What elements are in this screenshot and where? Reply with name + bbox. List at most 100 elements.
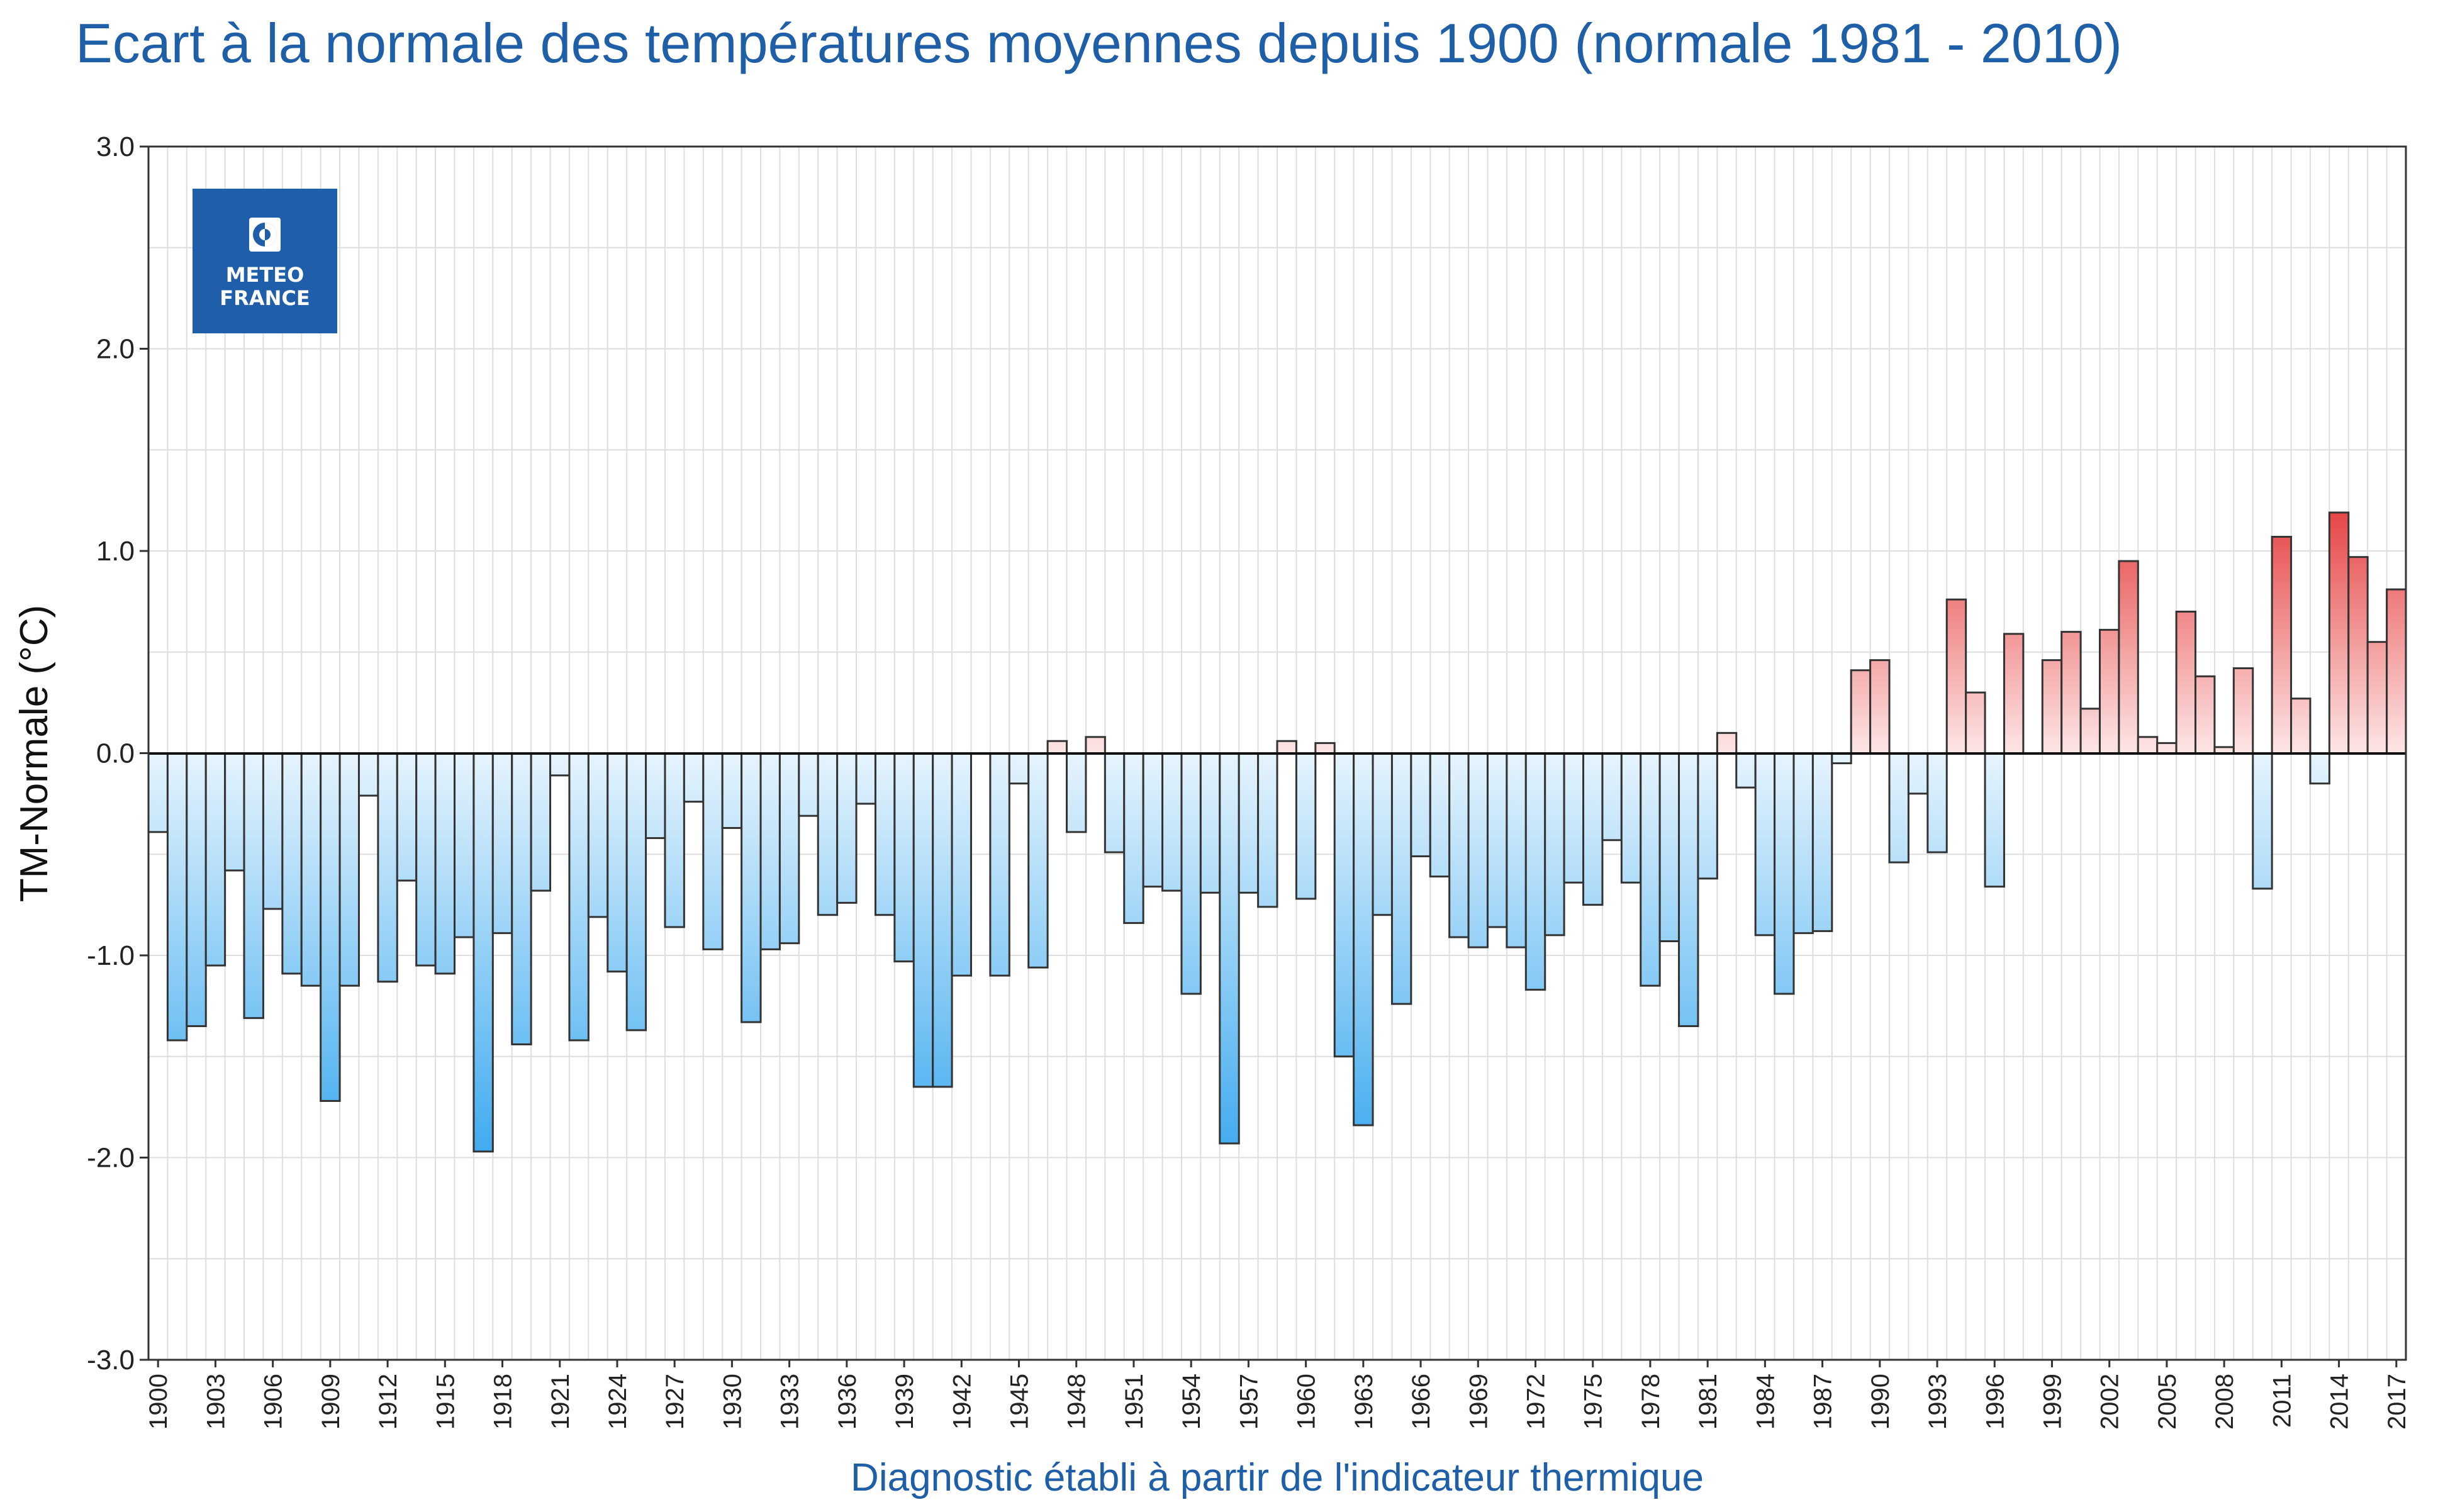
- bar-1949: [1085, 736, 1106, 755]
- bar-1963: [1353, 752, 1374, 1126]
- bar-1969: [1467, 752, 1489, 948]
- x-tick-label: 1963: [1350, 1374, 1378, 1430]
- bar-1994: [1945, 598, 1967, 754]
- bar-1991: [1888, 752, 1909, 864]
- chart-title: Ecart à la normale des températures moye…: [75, 12, 2122, 74]
- bar-1979: [1658, 752, 1680, 942]
- x-tick-label: 2008: [2211, 1374, 2239, 1430]
- bar-1938: [874, 752, 896, 916]
- bar-1917: [472, 752, 494, 1153]
- x-tick-label: 1900: [145, 1374, 172, 1430]
- x-tick-label: 1906: [260, 1374, 288, 1430]
- bar-1916: [454, 752, 475, 938]
- x-tick-label: 2005: [2154, 1374, 2181, 1430]
- bar-2013: [2309, 752, 2330, 785]
- meteo-france-logo-icon: [249, 218, 281, 252]
- bar-1946: [1027, 752, 1049, 969]
- x-tick-label: 1987: [1809, 1374, 1837, 1430]
- bar-1970: [1486, 752, 1508, 928]
- x-tick-label: 2014: [2326, 1374, 2354, 1430]
- bar-1915: [434, 752, 456, 975]
- bar-1923: [587, 752, 609, 918]
- bar-1942: [951, 752, 972, 977]
- bar-1939: [893, 752, 915, 963]
- bar-1918: [491, 752, 513, 935]
- bar-1982: [1716, 731, 1738, 754]
- bar-1978: [1640, 752, 1661, 987]
- bar-1919: [511, 752, 532, 1045]
- y-axis-ticks: 3.0 2.0 1.0 0.0 -1.0 -2.0 -3.0: [87, 131, 148, 1376]
- bar-1944: [989, 752, 1010, 977]
- x-tick-label: 2017: [2383, 1374, 2411, 1430]
- bar-1914: [415, 752, 437, 967]
- bar-2000: [2060, 631, 2082, 754]
- x-tick-label: 1909: [317, 1374, 345, 1430]
- bar-2009: [2232, 667, 2254, 754]
- bar-1987: [1811, 752, 1833, 932]
- bar-1922: [568, 752, 590, 1042]
- bar-1960: [1295, 752, 1317, 900]
- bar-1925: [625, 752, 647, 1031]
- bar-1911: [357, 752, 379, 797]
- x-tick-label: 2011: [2268, 1374, 2296, 1428]
- x-tick-label: 1942: [948, 1374, 976, 1430]
- bar-1974: [1563, 752, 1585, 884]
- x-tick-label: 1903: [202, 1374, 230, 1430]
- bar-2012: [2290, 698, 2312, 754]
- bar-1962: [1333, 752, 1355, 1058]
- bar-1950: [1104, 752, 1126, 853]
- bar-1929: [702, 752, 724, 950]
- bar-1900: [147, 752, 169, 833]
- bar-1976: [1601, 752, 1623, 842]
- bar-2002: [2098, 628, 2120, 754]
- x-tick-label: 1984: [1752, 1374, 1779, 1430]
- bar-1968: [1448, 752, 1470, 938]
- x-tick-label: 1936: [834, 1374, 861, 1430]
- y-tick-label: 0.0: [96, 738, 135, 769]
- x-tick-label: 1981: [1694, 1374, 1722, 1430]
- bar-1986: [1792, 752, 1814, 935]
- logo-line-2: FRANCE: [220, 286, 310, 310]
- x-tick-label: 1990: [1867, 1374, 1894, 1430]
- bar-1975: [1582, 752, 1604, 906]
- bar-1961: [1314, 742, 1336, 755]
- bar-1912: [377, 752, 398, 983]
- bar-1913: [396, 752, 418, 882]
- bar-1910: [338, 752, 360, 987]
- bar-2011: [2271, 535, 2293, 754]
- x-tick-label: 1921: [547, 1374, 574, 1430]
- bar-1945: [1008, 752, 1030, 785]
- bar-1957: [1238, 752, 1260, 894]
- bar-1956: [1219, 752, 1240, 1145]
- bar-2007: [2194, 675, 2216, 754]
- x-tick-label: 1939: [891, 1374, 919, 1430]
- bar-1989: [1850, 669, 1872, 755]
- bar-1997: [2003, 633, 2025, 754]
- bar-1983: [1735, 752, 1757, 789]
- bar-1966: [1410, 752, 1431, 857]
- bar-1965: [1390, 752, 1412, 1005]
- x-tick-label: 1930: [718, 1374, 746, 1430]
- logo-line-1: METEO: [226, 263, 305, 287]
- bar-1932: [759, 752, 781, 950]
- bar-2004: [2137, 736, 2159, 755]
- bar-1928: [683, 752, 705, 803]
- bar-2003: [2118, 560, 2139, 755]
- bar-1999: [2041, 659, 2063, 754]
- bar-1936: [836, 752, 858, 904]
- bar-2006: [2175, 610, 2197, 755]
- bar-1931: [741, 752, 762, 1023]
- bar-1902: [186, 752, 207, 1028]
- bar-1971: [1506, 752, 1527, 948]
- meteo-france-logo: METEO FRANCE: [193, 189, 337, 333]
- bar-1995: [1965, 691, 1986, 755]
- bar-1981: [1697, 752, 1718, 880]
- bar-1992: [1907, 752, 1929, 795]
- x-tick-label: 1933: [776, 1374, 804, 1430]
- bar-1959: [1276, 740, 1297, 754]
- x-tick-label: 1978: [1637, 1374, 1665, 1430]
- y-tick-label: 2.0: [96, 334, 135, 365]
- bar-1935: [817, 752, 839, 916]
- bar-1985: [1774, 752, 1795, 995]
- bar-1948: [1066, 752, 1087, 833]
